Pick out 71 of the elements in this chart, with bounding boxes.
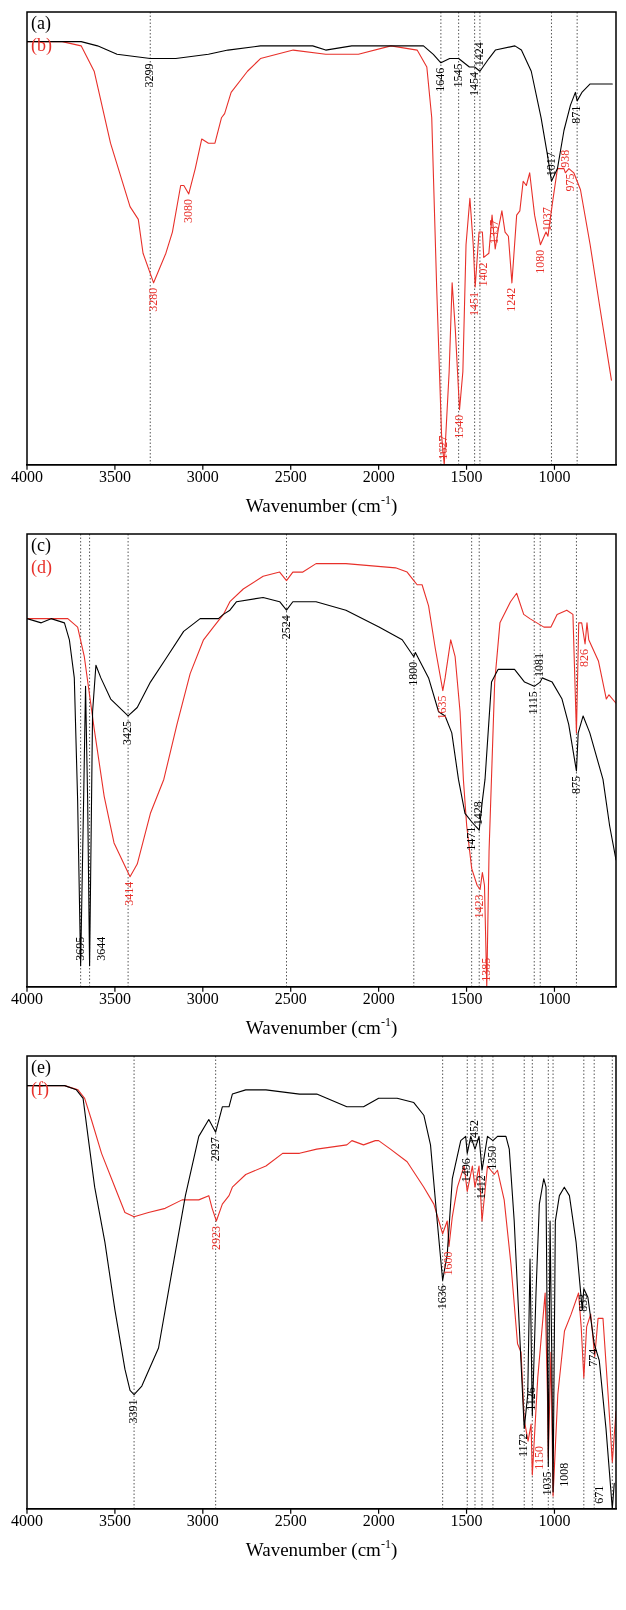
annotation: 1424 [472, 42, 487, 67]
x-tick-label: 1000 [538, 1511, 571, 1529]
annotation: 2524 [278, 615, 293, 640]
x-tick-label: 1000 [538, 989, 571, 1007]
series-label: (a) [31, 13, 51, 34]
x-tick-label: 2000 [362, 1511, 395, 1529]
annotation: 1428 [471, 801, 486, 826]
annotation: 671 [592, 1485, 607, 1504]
annotation: 1350 [485, 1145, 500, 1170]
annotation: 1412 [474, 1175, 489, 1200]
annotation: 1636 [434, 1285, 449, 1310]
annotation: 2927 [207, 1137, 222, 1162]
x-tick-label: 4000 [11, 1511, 43, 1529]
annotation: 938 [557, 149, 572, 168]
annotation: 1800 [405, 661, 420, 686]
annotation: 1035 [540, 1471, 555, 1496]
annotation: 3080 [180, 198, 195, 223]
x-tick-label: 3000 [186, 989, 219, 1007]
x-tick-label: 2000 [362, 467, 395, 485]
annotation: 1646 [433, 67, 448, 92]
annotation: 1008 [557, 1462, 572, 1487]
annotation: 1540 [451, 414, 466, 439]
annotation: 1452 [467, 1120, 482, 1145]
annotation: 3414 [122, 881, 137, 906]
annotation: 3299 [142, 63, 157, 88]
annotation: 1242 [504, 287, 519, 312]
text: (d) [31, 557, 52, 578]
annotation: 3425 [120, 720, 135, 745]
x-tick-label: 3000 [186, 467, 219, 485]
x-tick-label: 2500 [274, 1511, 307, 1529]
annotation: 2923 [208, 1226, 223, 1251]
annotation: 833 [575, 1293, 590, 1312]
annotation: 1545 [450, 63, 465, 88]
x-tick-label: 4000 [11, 989, 43, 1007]
annotation: 3391 [126, 1399, 141, 1424]
x-tick-label: 4000 [11, 467, 43, 485]
annotation: 975 [563, 173, 578, 192]
annotation: 1451 [467, 292, 482, 317]
annotation: 1600 [441, 1251, 456, 1276]
x-tick-label: 2500 [274, 989, 307, 1007]
annotation: 1115 [526, 691, 541, 715]
annotation: 1635 [434, 695, 449, 720]
annotation: 3280 [145, 287, 160, 312]
x-tick-label: 3500 [98, 989, 131, 1007]
annotation: 774 [586, 1348, 601, 1367]
annotation: 1454 [466, 72, 481, 97]
x-tick-label: 1500 [450, 1511, 483, 1529]
annotation: 1080 [532, 249, 547, 274]
annotation: 826 [577, 649, 592, 668]
annotation: 1037 [540, 207, 555, 232]
x-tick-label: 2500 [274, 467, 307, 485]
x-tick-label: 1500 [450, 989, 483, 1007]
x-tick-label: 2000 [362, 989, 395, 1007]
annotation: 1471 [463, 826, 478, 851]
annotation: 1081 [532, 653, 547, 678]
text: (c) [31, 535, 51, 556]
x-tick-label: 1000 [538, 467, 571, 485]
annotation: 1423 [472, 894, 487, 919]
x-tick-label: 3500 [98, 467, 131, 485]
x-tick-label: 3500 [98, 1511, 131, 1529]
annotation: 871 [569, 105, 584, 124]
x-tick-label: 3000 [186, 1511, 219, 1529]
annotation: 1172 [516, 1433, 531, 1457]
x-tick-label: 1500 [450, 467, 483, 485]
annotation: 1627 [436, 435, 451, 460]
annotation: 3644 [93, 936, 108, 961]
annotation: 875 [568, 775, 583, 794]
annotation: 1496 [459, 1158, 474, 1183]
annotation: 1150 [532, 1446, 547, 1470]
series-label: (e) [31, 1057, 51, 1078]
annotation: 1402 [475, 262, 490, 287]
